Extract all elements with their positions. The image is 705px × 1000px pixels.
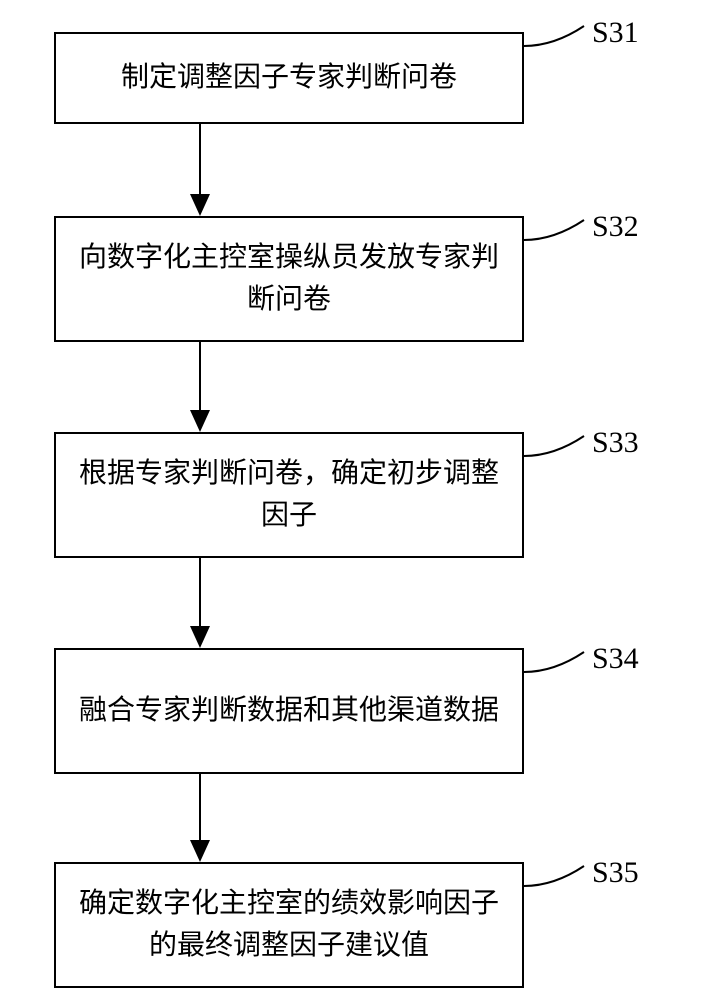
flow-node-s32: 向数字化主控室操纵员发放专家判断问卷 bbox=[54, 216, 524, 342]
arrow-4 bbox=[180, 774, 220, 862]
arrow-3 bbox=[180, 558, 220, 648]
flow-node-s35: 确定数字化主控室的绩效影响因子的最终调整因子建议值 bbox=[54, 862, 524, 988]
step-label-s33: S33 bbox=[592, 426, 639, 460]
flow-node-text: 向数字化主控室操纵员发放专家判断问卷 bbox=[76, 237, 502, 321]
label-connector-s32 bbox=[524, 214, 594, 254]
step-label-s32: S32 bbox=[592, 210, 639, 244]
flow-node-s34: 融合专家判断数据和其他渠道数据 bbox=[54, 648, 524, 774]
flow-node-s31: 制定调整因子专家判断问卷 bbox=[54, 32, 524, 124]
flow-node-text: 制定调整因子专家判断问卷 bbox=[121, 57, 457, 99]
label-connector-s33 bbox=[524, 430, 594, 470]
flow-node-text: 融合专家判断数据和其他渠道数据 bbox=[79, 690, 499, 732]
flow-node-s33: 根据专家判断问卷，确定初步调整因子 bbox=[54, 432, 524, 558]
flow-node-text: 根据专家判断问卷，确定初步调整因子 bbox=[76, 453, 502, 537]
label-connector-s31 bbox=[524, 20, 594, 60]
step-label-s31: S31 bbox=[592, 16, 639, 50]
arrow-2 bbox=[180, 342, 220, 432]
label-connector-s35 bbox=[524, 860, 594, 900]
arrow-1 bbox=[180, 124, 220, 216]
step-label-s34: S34 bbox=[592, 642, 639, 676]
flow-node-text: 确定数字化主控室的绩效影响因子的最终调整因子建议值 bbox=[76, 883, 502, 967]
step-label-s35: S35 bbox=[592, 856, 639, 890]
flowchart-canvas: 制定调整因子专家判断问卷 向数字化主控室操纵员发放专家判断问卷 根据专家判断问卷… bbox=[0, 0, 705, 1000]
label-connector-s34 bbox=[524, 646, 594, 686]
